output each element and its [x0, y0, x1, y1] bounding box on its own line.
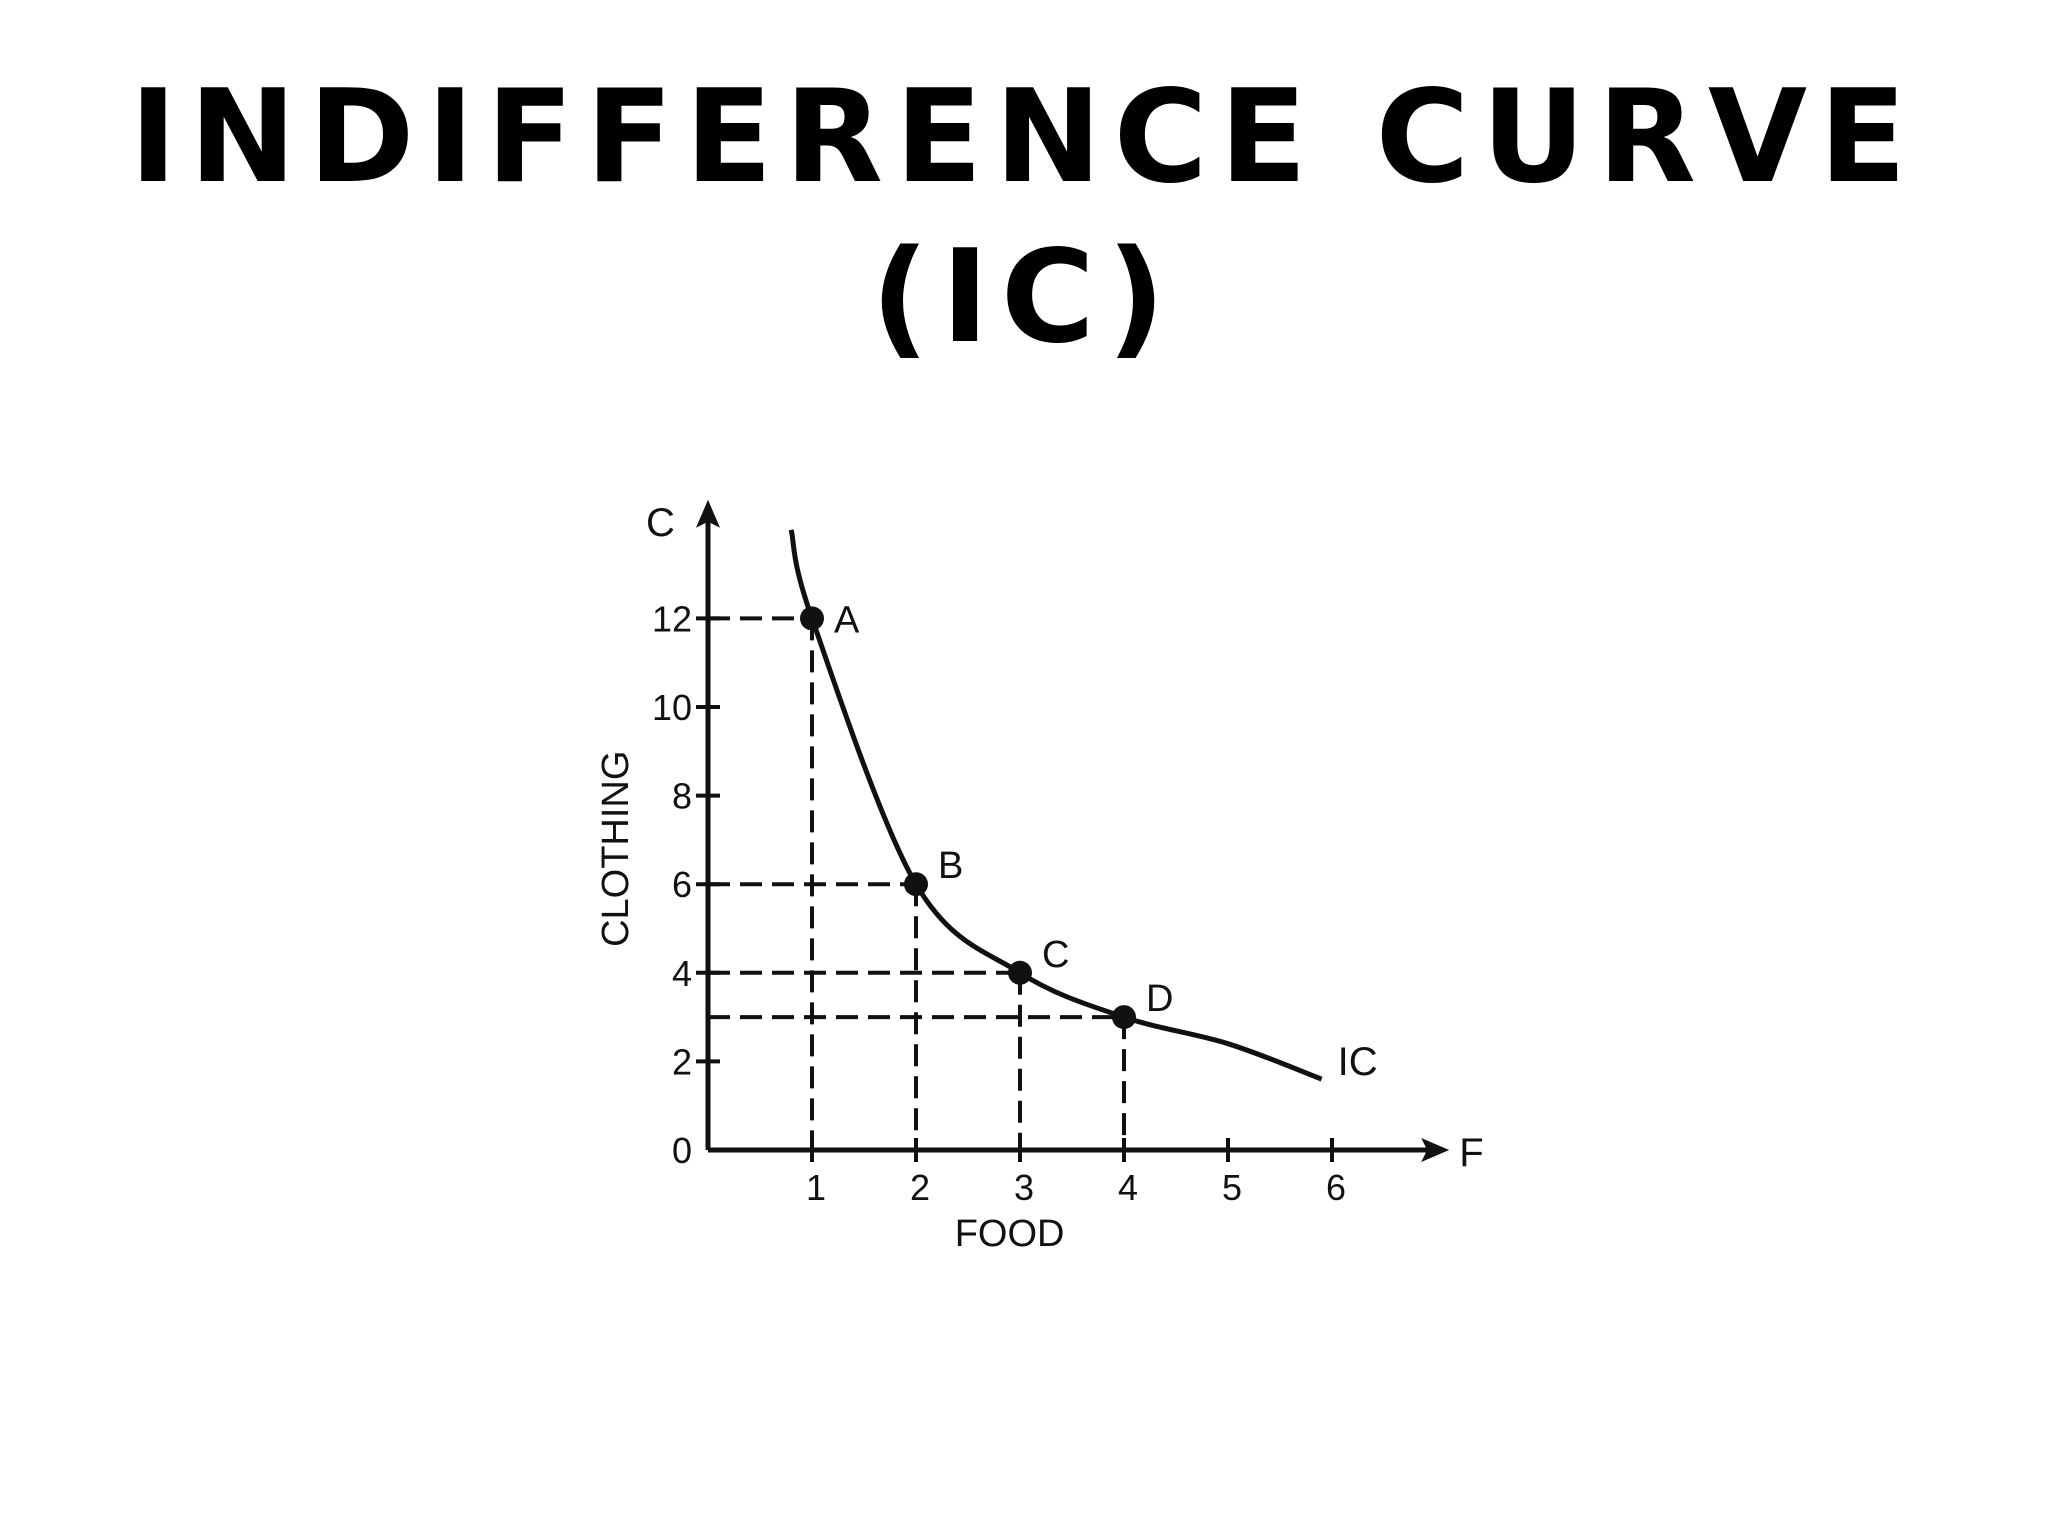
- point-label-a: A: [834, 599, 860, 641]
- point-d: [1112, 1005, 1136, 1030]
- curve-label: IC: [1338, 1040, 1378, 1084]
- x-tick-label: 1: [806, 1167, 826, 1208]
- point-label-b: B: [938, 845, 963, 887]
- x-tick-label: 2: [910, 1167, 930, 1208]
- slide-title-line-2: (IC): [870, 223, 1178, 372]
- y-tick-label: 8: [672, 776, 692, 817]
- point-label-d: D: [1146, 978, 1173, 1020]
- point-a: [800, 606, 824, 631]
- slide-title: INDIFFERENCE CURVE (IC): [0, 58, 2048, 378]
- x-tick-label: 3: [1014, 1167, 1034, 1208]
- indifference-curve-line: [788, 529, 1323, 1082]
- x-tick-label: 6: [1326, 1167, 1346, 1208]
- slide-title-line-1: INDIFFERENCE CURVE: [129, 63, 1919, 212]
- y-tick-label: 12: [652, 598, 692, 639]
- y-axis-title: CLOTHING: [595, 751, 637, 947]
- y-tick-label: 0: [672, 1130, 692, 1171]
- point-b: [904, 872, 928, 897]
- x-axis-title: FOOD: [955, 1213, 1065, 1255]
- point-c: [1008, 960, 1032, 985]
- y-tick-label: 2: [672, 1041, 692, 1082]
- y-tick-label: 6: [672, 864, 692, 905]
- x-axis-arrow: [1421, 1138, 1450, 1162]
- x-axis-symbol: F: [1459, 1131, 1483, 1175]
- y-axis-arrow: [696, 499, 720, 528]
- y-axis-symbol: C: [646, 501, 675, 545]
- y-tick-label: 10: [652, 687, 692, 728]
- x-tick-label: 4: [1118, 1167, 1138, 1208]
- point-label-c: C: [1042, 934, 1069, 976]
- x-tick-label: 5: [1222, 1167, 1242, 1208]
- y-tick-label: 4: [672, 953, 692, 994]
